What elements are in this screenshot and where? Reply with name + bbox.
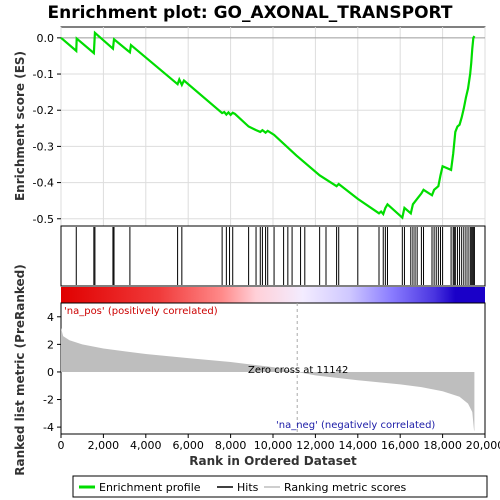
es-y-axis-label: Enrichment score (ES) [13, 51, 27, 201]
hits-panel-frame [60, 225, 486, 287]
es-y-tick-label: 0.0 [37, 32, 55, 45]
negative-correlation-label: 'na_neg' (negatively correlated) [276, 420, 435, 431]
x-tick-label: 4,000 [130, 439, 162, 452]
es-y-ticks: 0.0 -0.1 -0.2 -0.3 -0.4 -0.5 [33, 32, 61, 226]
rank-color-bar [61, 287, 485, 303]
metric-y-tick-label: 2 [47, 338, 54, 351]
es-y-tick-label: -0.3 [33, 140, 54, 153]
x-tick-label: 20,000 [466, 439, 500, 452]
es-y-tick-label: -0.5 [33, 213, 54, 226]
metric-y-axis-label: Ranked list metric (PreRanked) [13, 264, 27, 476]
hit-markers [75, 227, 475, 285]
legend-hits-label: Hits [237, 481, 259, 494]
metric-y-tick-label: -4 [43, 421, 54, 434]
zero-cross-label: Zero cross at 11142 [248, 365, 348, 376]
enrichment-profile-line [60, 30, 476, 220]
es-y-tick-label: -0.4 [33, 177, 54, 190]
x-tick-label: 0 [58, 439, 65, 452]
chart-title: Enrichment plot: GO_AXONAL_TRANSPORT [48, 3, 453, 23]
x-tick-label: 12,000 [296, 439, 335, 452]
rank-gradient-bar [61, 287, 485, 303]
x-tick-label: 16,000 [381, 439, 420, 452]
x-tick-label: 14,000 [339, 439, 378, 452]
legend: Enrichment profile Hits Ranking metric s… [72, 475, 488, 498]
x-axis-label: Rank in Ordered Dataset [189, 454, 357, 468]
es-y-tick-label: -0.1 [33, 68, 54, 81]
x-tick-label: 8,000 [215, 439, 247, 452]
x-tick-label: 10,000 [254, 439, 293, 452]
legend-metric-label: Ranking metric scores [284, 481, 406, 494]
positive-correlation-label: 'na_pos' (positively correlated) [64, 306, 218, 317]
metric-y-ticks: 4 2 0 -2 -4 [43, 311, 61, 434]
ranking-metric-area [61, 327, 475, 432]
metric-y-tick-label: 0 [47, 366, 54, 379]
es-panel: 0.0 -0.1 -0.2 -0.3 -0.4 -0.5 Enrichment score… [13, 26, 486, 227]
x-tick-label: 2,000 [88, 439, 120, 452]
x-axis: 0 2,000 4,000 6,000 8,000 10,000 12,000 14,000 1… [58, 434, 500, 452]
metric-panel: 4 2 0 -2 -4 'na_pos' (positively correlated)… [13, 264, 486, 476]
x-tick-label: 6,000 [172, 439, 204, 452]
hits-panel [60, 225, 486, 287]
metric-y-tick-label: -2 [43, 394, 54, 407]
x-tick-label: 18,000 [423, 439, 462, 452]
es-y-tick-label: -0.2 [33, 104, 54, 117]
metric-y-tick-label: 4 [47, 311, 54, 324]
legend-enrichment-label: Enrichment profile [99, 481, 201, 494]
